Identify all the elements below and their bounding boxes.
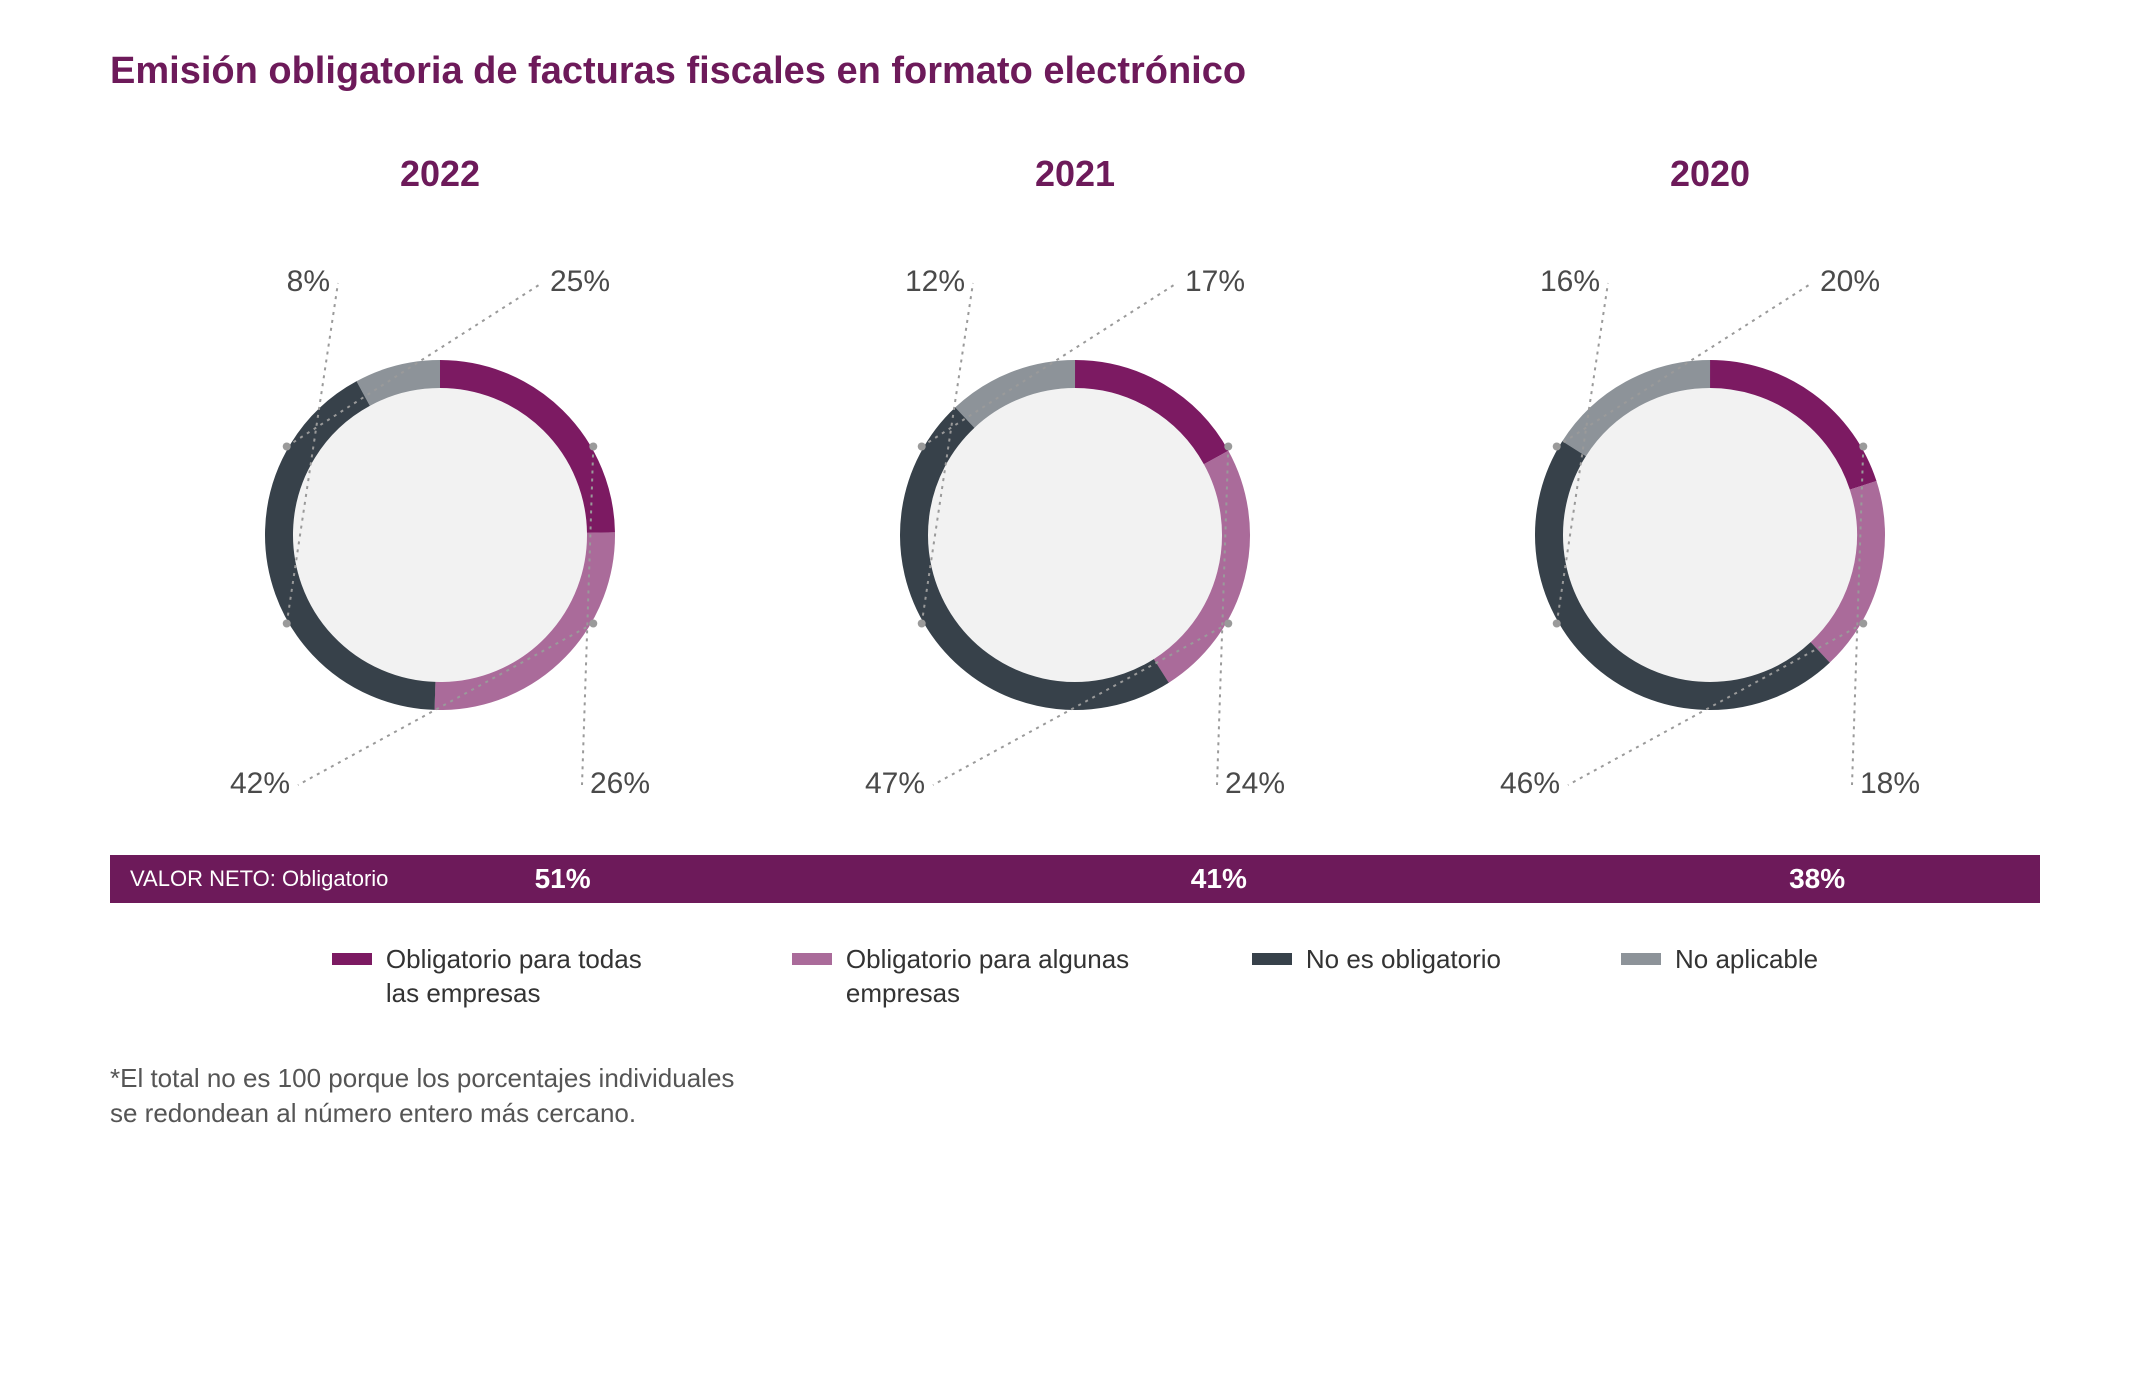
pct-label-mand_all: 25%	[550, 265, 610, 299]
charts-row: 2022 25%26%42%8% 2021 17%24%47%12% 2020 20%18…	[140, 153, 2010, 795]
legend-label-not_mand: No es obligatorio	[1306, 943, 1501, 977]
leader-dot-mand_some	[589, 443, 597, 451]
chart-block-2021: 2021 17%24%47%12%	[775, 153, 1375, 795]
footnote-line2: se redondean al número entero más cercan…	[110, 1098, 636, 1128]
pct-label-mand_all: 20%	[1820, 265, 1880, 299]
footnote-line1: *El total no es 100 porque los porcentaj…	[110, 1063, 734, 1093]
footnote: *El total no es 100 porque los porcentaj…	[110, 1061, 1010, 1131]
pct-label-not_app: 12%	[905, 265, 965, 299]
net-value-2021: 41%	[1191, 863, 1247, 895]
donut-chart: 20%18%46%16%	[1410, 235, 2010, 795]
year-label-2021: 2021	[775, 153, 1375, 195]
pct-label-mand_some: 26%	[590, 767, 650, 801]
leader-dot-not_app	[918, 620, 926, 628]
pct-label-not_app: 16%	[1540, 265, 1600, 299]
legend-swatch-not_mand	[1252, 953, 1292, 965]
legend-swatch-not_app	[1621, 953, 1661, 965]
legend-item-not_mand: No es obligatorio	[1252, 943, 1501, 1011]
pct-label-mand_some: 24%	[1225, 767, 1285, 801]
year-label-2020: 2020	[1410, 153, 2010, 195]
legend-label-not_app: No aplicable	[1675, 943, 1818, 977]
leader-dot-not_mand	[589, 620, 597, 628]
legend-swatch-mand_some	[792, 953, 832, 965]
pct-label-not_mand: 47%	[865, 767, 925, 801]
leader-dot-not_app	[1553, 620, 1561, 628]
leader-dot-mand_all	[918, 443, 926, 451]
donut-chart: 17%24%47%12%	[775, 235, 1375, 795]
pct-label-mand_some: 18%	[1860, 767, 1920, 801]
pct-label-not_mand: 46%	[1500, 767, 1560, 801]
leader-dot-not_app	[283, 620, 291, 628]
year-label-2022: 2022	[140, 153, 740, 195]
leader-dot-mand_some	[1224, 443, 1232, 451]
legend-swatch-mand_all	[332, 953, 372, 965]
pct-label-mand_all: 17%	[1185, 265, 1245, 299]
chart-title: Emisión obligatoria de facturas fiscales…	[110, 50, 2040, 93]
legend-label-mand_all: Obligatorio para todas las empresas	[386, 943, 672, 1011]
pct-label-not_mand: 42%	[230, 767, 290, 801]
legend-item-mand_all: Obligatorio para todas las empresas	[332, 943, 672, 1011]
page-root: Emisión obligatoria de facturas fiscales…	[0, 0, 2150, 1392]
chart-block-2022: 2022 25%26%42%8%	[140, 153, 740, 795]
donut-chart: 25%26%42%8%	[140, 235, 740, 795]
net-value-2022: 51%	[535, 863, 591, 895]
leader-dot-mand_all	[283, 443, 291, 451]
leader-dot-not_mand	[1859, 620, 1867, 628]
legend-row: Obligatorio para todas las empresas Oblig…	[110, 943, 2040, 1011]
leader-dot-mand_all	[1553, 443, 1561, 451]
legend-item-mand_some: Obligatorio para algunas empresas	[792, 943, 1132, 1011]
net-value-2020: 38%	[1789, 863, 1845, 895]
chart-block-2020: 2020 20%18%46%16%	[1410, 153, 2010, 795]
pct-label-not_app: 8%	[287, 265, 330, 299]
legend-label-mand_some: Obligatorio para algunas empresas	[846, 943, 1132, 1011]
leader-dot-mand_some	[1859, 443, 1867, 451]
net-value-bar: VALOR NETO: Obligatorio 51% 41% 38%	[110, 855, 2040, 903]
net-value-label: VALOR NETO: Obligatorio	[110, 866, 388, 892]
leader-dot-not_mand	[1224, 620, 1232, 628]
legend-item-not_app: No aplicable	[1621, 943, 1818, 1011]
